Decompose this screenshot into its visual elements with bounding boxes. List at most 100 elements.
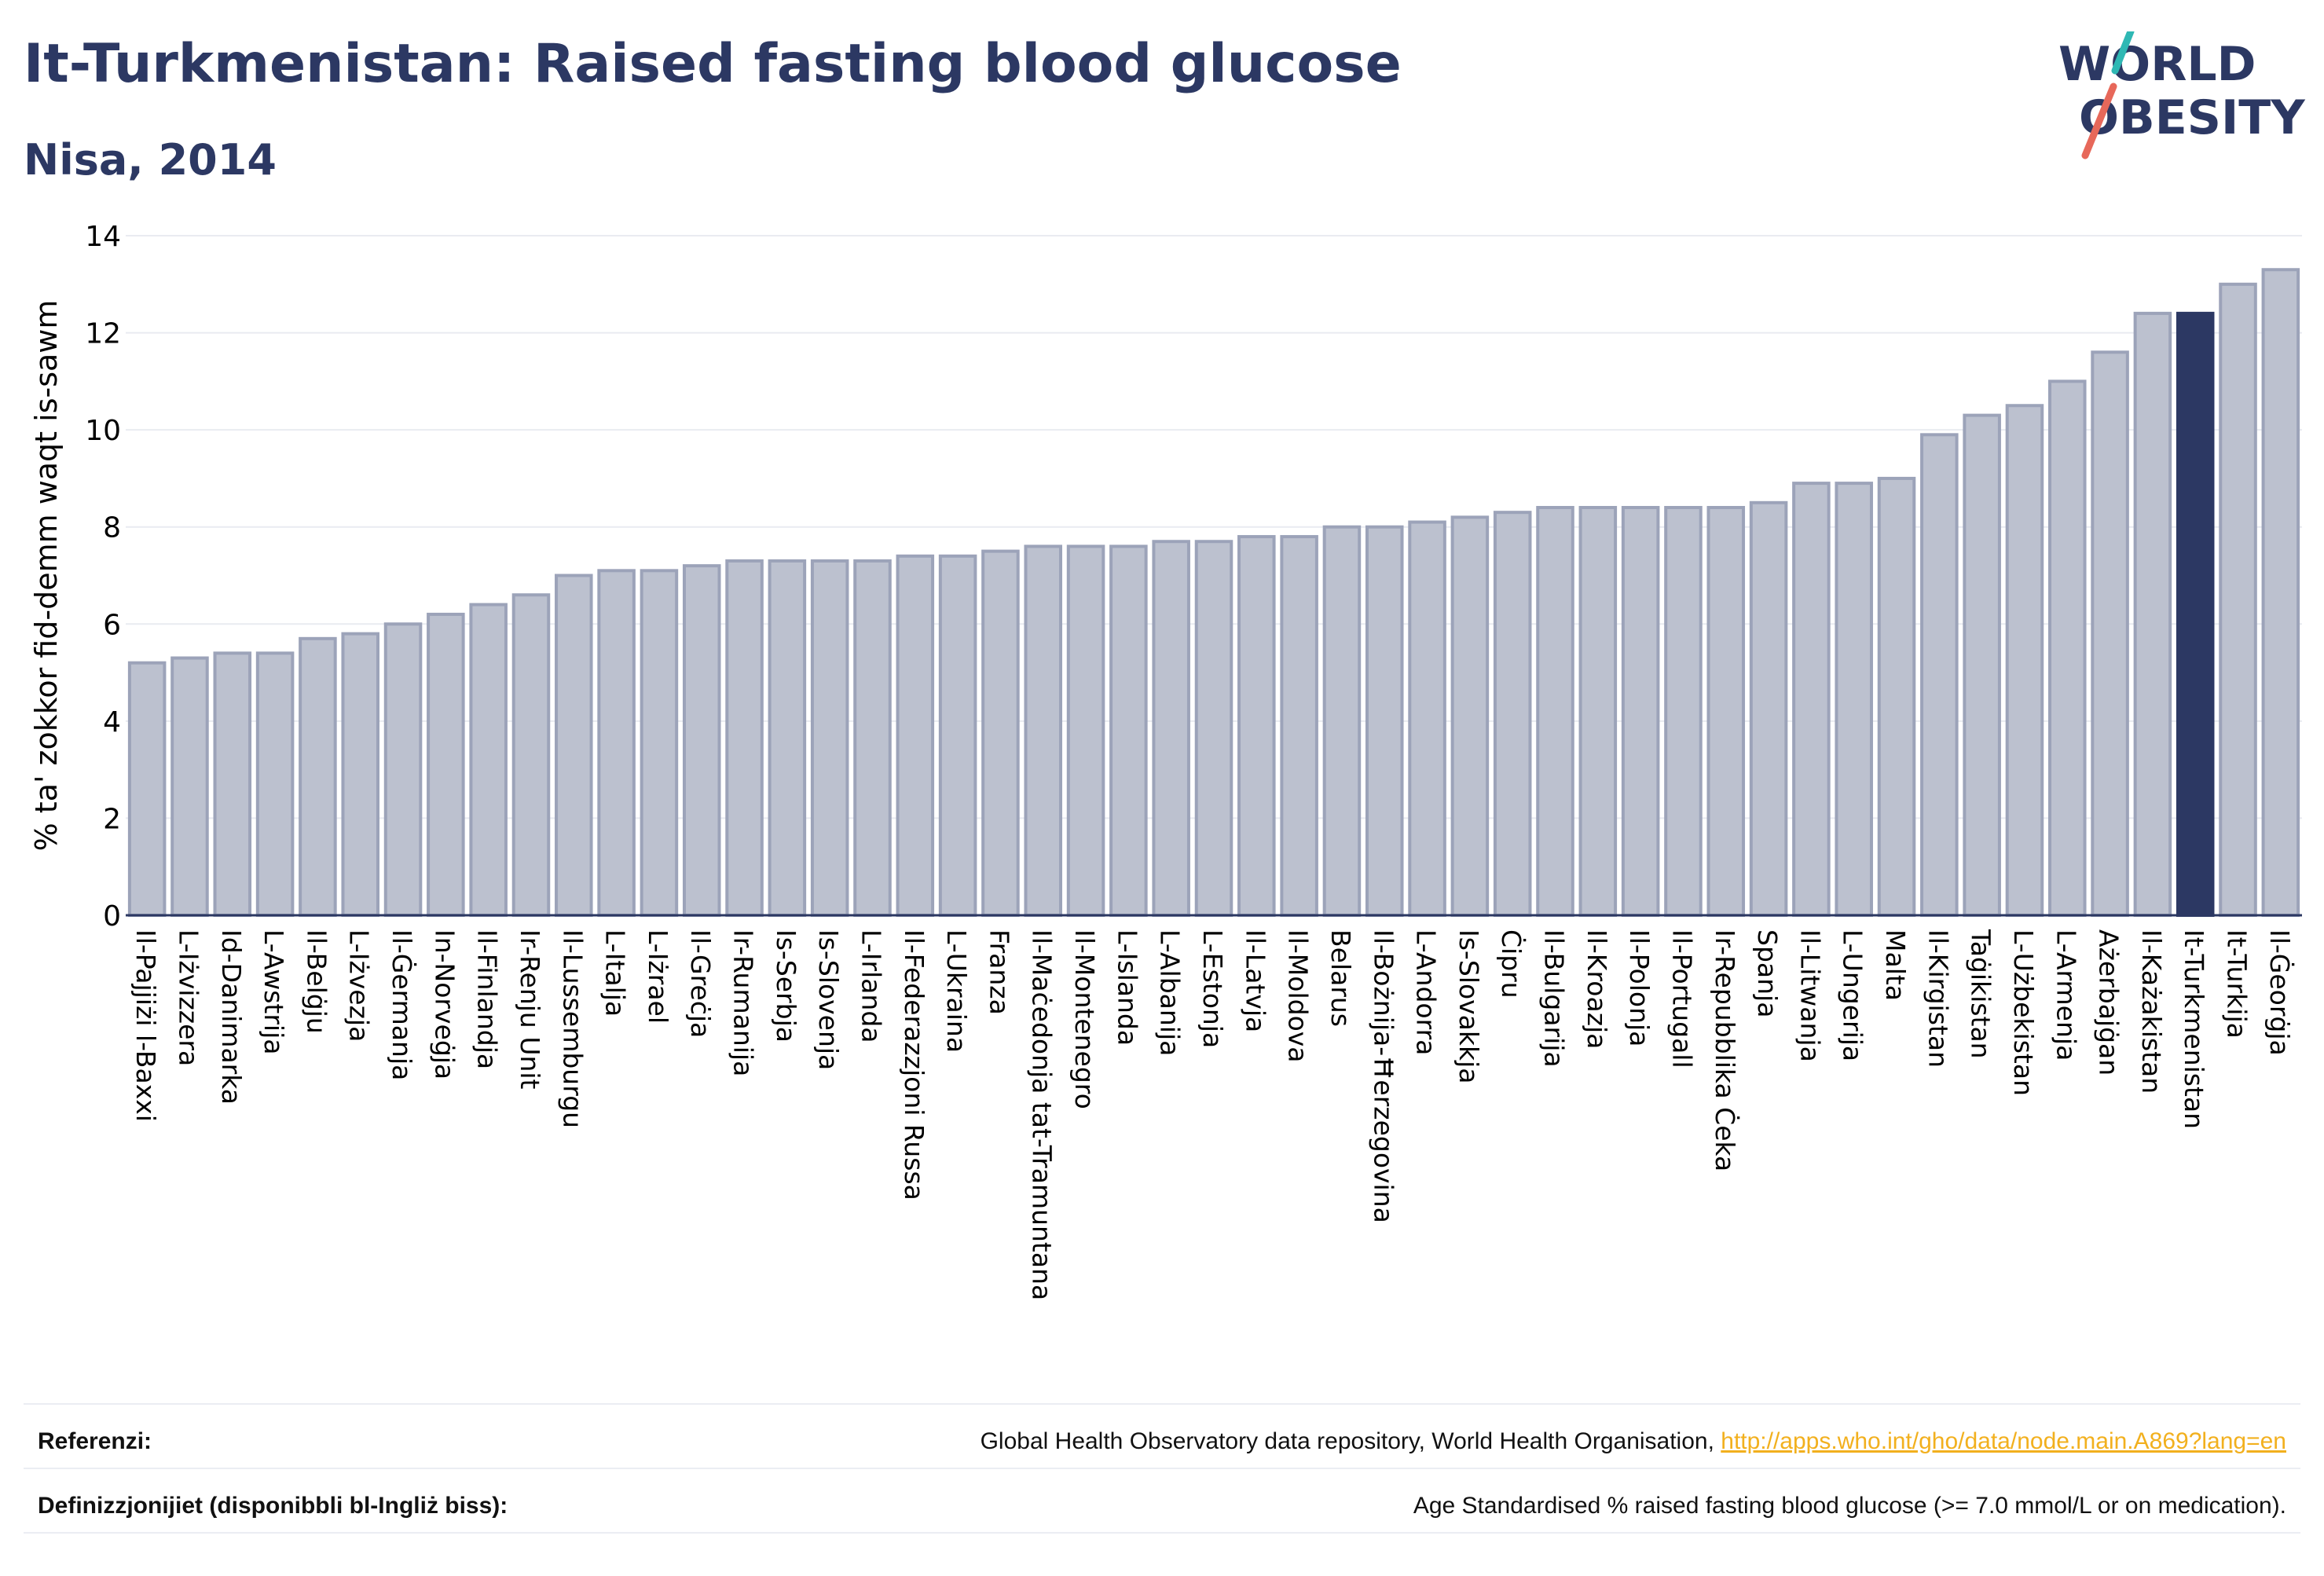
bar xyxy=(1450,515,1490,917)
x-tick-label: L-Andorra xyxy=(1411,929,1442,1055)
bar xyxy=(383,622,423,917)
bar xyxy=(1749,500,1788,917)
x-tick-label: Belarus xyxy=(1325,929,1356,1027)
bar xyxy=(2005,404,2044,917)
references-label: Referenzi: xyxy=(38,1428,152,1454)
bar xyxy=(682,564,721,918)
references-text: Global Health Observatory data repositor… xyxy=(980,1428,1721,1454)
bar xyxy=(896,554,935,917)
bar xyxy=(938,554,977,917)
bar xyxy=(127,661,167,917)
x-tick-label: Il-Finlandja xyxy=(472,929,503,1069)
bar xyxy=(427,612,465,918)
bar xyxy=(1322,525,1362,917)
bar xyxy=(1578,506,1618,917)
bar xyxy=(768,559,807,917)
x-tick-label: Ċipru xyxy=(1496,929,1527,999)
x-tick-label: Il-Moldova xyxy=(1283,929,1314,1063)
bar xyxy=(1066,544,1105,918)
bar xyxy=(469,603,508,917)
bar xyxy=(1792,482,1831,917)
logo-slash-teal xyxy=(2111,31,2135,75)
bar xyxy=(725,559,764,917)
y-tick-label: 2 xyxy=(103,803,121,835)
x-tick-label: Il-Maċedonja tat-Tramuntana xyxy=(1027,929,1058,1300)
bar xyxy=(511,593,551,917)
bar xyxy=(555,574,593,917)
x-tick-label: Il-Pajjiżi l-Baxxi xyxy=(130,929,161,1122)
y-tick-label: 12 xyxy=(85,318,121,350)
bar xyxy=(299,636,337,917)
x-tick-label: L-Użbekistan xyxy=(2008,929,2039,1096)
bar xyxy=(1237,535,1276,917)
bar xyxy=(255,651,295,917)
bar xyxy=(1664,506,1703,917)
x-tick-label: In-Norveġja xyxy=(429,929,460,1079)
logo-slash-coral xyxy=(2081,82,2117,159)
bar xyxy=(1877,476,1916,917)
references-value: Global Health Observatory data repositor… xyxy=(981,1428,2286,1455)
x-tick-label: Il-Ġermanja xyxy=(387,929,418,1080)
x-tick-label: L-Irlanda xyxy=(856,929,886,1043)
bar xyxy=(1706,506,1746,917)
x-tick-label: Spanja xyxy=(1752,929,1783,1017)
bar xyxy=(1152,540,1190,917)
x-tick-label: Franza xyxy=(984,929,1014,1015)
bar xyxy=(2048,379,2087,918)
x-tick-labels: Il-Pajjiżi l-Baxxi L-Iżvizzera Id-Danimark… xyxy=(130,929,2296,1300)
bars xyxy=(127,268,2300,918)
x-tick-label: L-Iżvizzera xyxy=(173,929,203,1066)
x-tick-label: Il-Montenegro xyxy=(1069,929,1100,1109)
x-tick-label: Ażerbajġan xyxy=(2094,929,2124,1076)
x-tick-label: It-Turkija xyxy=(2222,929,2253,1039)
footer-divider-top xyxy=(24,1403,2300,1405)
footer-divider-middle xyxy=(24,1468,2300,1469)
x-tick-label: Il-Greċja xyxy=(685,929,716,1038)
bar xyxy=(1963,413,2001,917)
x-tick-label: Il-Bulgarija xyxy=(1539,929,1570,1068)
bar xyxy=(640,569,679,917)
bar xyxy=(213,651,252,917)
footer-divider-bottom xyxy=(24,1532,2300,1534)
x-tick-label: Il-Belġju xyxy=(301,929,332,1034)
bar xyxy=(1109,544,1148,918)
x-tick-label: Il-Ġeorġja xyxy=(2264,929,2296,1056)
x-tick-label: Il-Każakistan xyxy=(2136,929,2167,1094)
x-tick-label: L-Ukraina xyxy=(941,929,972,1053)
world-obesity-logo: WORLD OBESITY xyxy=(2058,31,2306,159)
bar xyxy=(2219,282,2257,917)
x-tick-label: Il-Litwanja xyxy=(1794,929,1825,1062)
bar xyxy=(1536,506,1574,917)
x-tick-label: Il-Polonja xyxy=(1624,929,1655,1046)
bar xyxy=(1280,535,1318,917)
bar xyxy=(2261,268,2300,917)
bar xyxy=(1365,525,1404,917)
references-link[interactable]: http://apps.who.int/gho/data/node.main.A… xyxy=(1721,1428,2286,1454)
bar xyxy=(1920,433,1959,917)
x-tick-label: Il-Kroazja xyxy=(1582,929,1612,1049)
y-tick-label: 10 xyxy=(85,415,121,447)
x-tick-label: Malta xyxy=(1880,929,1911,1001)
x-tick-label: Il-Kirgistan xyxy=(1923,929,1953,1068)
x-tick-label: Il-Bożnija-Ħerzegovina xyxy=(1368,929,1398,1223)
bar xyxy=(853,559,892,917)
x-tick-label: L-Iżvezja xyxy=(344,929,375,1042)
x-tick-label: L-Ungerija xyxy=(1838,929,1868,1061)
bar xyxy=(170,656,209,917)
x-tick-label: Il-Federazzjoni Russa xyxy=(899,929,929,1200)
logo-line1: WORLD xyxy=(2058,37,2256,92)
bar xyxy=(1024,544,1063,918)
x-tick-label: Il-Lussemburgu xyxy=(557,929,588,1128)
bar xyxy=(1835,482,1873,917)
x-tick-label: L-Armenja xyxy=(2051,929,2081,1061)
x-tick-label: Il-Portugall xyxy=(1666,929,1697,1068)
bar xyxy=(341,632,379,918)
x-tick-label: Taġikistan xyxy=(1966,929,1996,1059)
bar xyxy=(1408,520,1446,917)
y-tick-labels: 0 2 4 6 8 10 12 14 xyxy=(85,221,121,933)
x-tick-label: Is-Serbja xyxy=(771,929,801,1043)
x-tick-label: L-Awstrija xyxy=(258,929,289,1054)
x-tick-label: Ir-Rumanija xyxy=(728,929,759,1076)
x-tick-label: L-Islanda xyxy=(1112,929,1142,1046)
x-tick-label: L-Italja xyxy=(600,929,631,1017)
